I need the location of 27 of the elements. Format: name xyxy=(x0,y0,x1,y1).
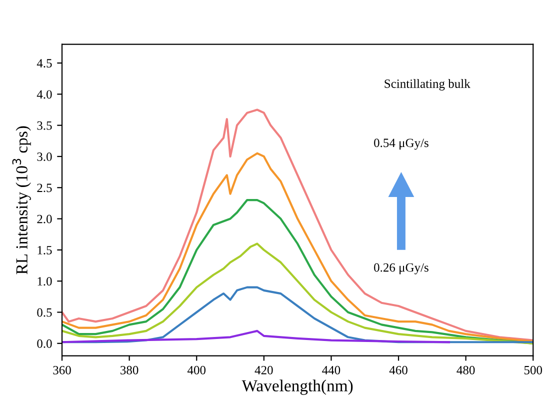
line-series xyxy=(62,330,450,344)
y-tick-label: 0.5 xyxy=(37,308,52,317)
x-tick-label: 380 xyxy=(120,366,138,374)
annotation: 0.26 μGy/s xyxy=(374,263,428,274)
y-tick-label: 2.0 xyxy=(37,214,52,224)
y-tick-label: 3.5 xyxy=(37,121,52,130)
y-tick-label: 0.0 xyxy=(37,339,52,348)
y-tick-label: 3.0 xyxy=(37,152,52,161)
y-tick-label: 1.0 xyxy=(38,277,52,286)
x-tick-label: 400 xyxy=(187,366,206,374)
y-tick-label: 4.0 xyxy=(36,90,52,99)
y-axis-title: RL intensity (10$^{3}$ cps) xyxy=(12,126,31,274)
x-tick-label: 420 xyxy=(254,366,273,374)
y-tick-label: 4.5 xyxy=(36,59,52,68)
annotation: 0.54 μGy/s xyxy=(374,138,428,150)
x-tick-label: 440 xyxy=(322,366,340,374)
x-tick-label: 460 xyxy=(389,366,408,374)
line-series xyxy=(62,152,534,343)
y-tick-label: 2.5 xyxy=(37,184,52,192)
line-series xyxy=(62,242,534,344)
x-tick-label: 480 xyxy=(456,366,475,374)
x-tick-label: 360 xyxy=(53,366,71,374)
annotation: Scintillating bulk xyxy=(384,79,470,91)
y-tick-label: 1.5 xyxy=(38,246,52,254)
x-tick-label: 500 xyxy=(524,366,542,374)
line-series xyxy=(62,108,534,342)
x-axis-title: Wavelength(nm) xyxy=(242,380,353,395)
